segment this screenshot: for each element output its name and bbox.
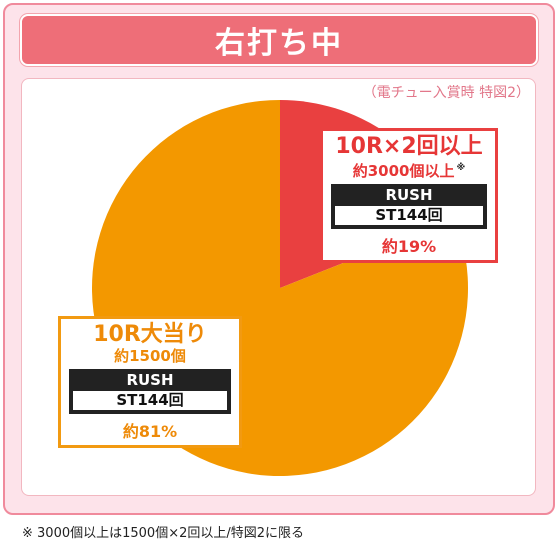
callout-sub: 約1500個 <box>114 347 186 365</box>
callout-10r: 10R大当り 約1500個 RUSH ST144回 約81% <box>58 316 242 448</box>
percent-label: 約19% <box>381 237 437 256</box>
footnote-mark: ※ <box>456 163 466 173</box>
chart-note: （電チュー入賞時 特図2） <box>362 85 530 101</box>
rush-label: RUSH <box>385 186 433 204</box>
footnote: ※ 3000個以上は1500個×2回以上/特図2に限る <box>22 526 305 541</box>
st-label: ST144回 <box>73 391 227 410</box>
callout-title: 10R×2回以上 <box>335 134 483 159</box>
callout-rush-2x: 10R×2回以上 約3000個以上 ※ RUSH ST144回 約19% <box>320 128 498 263</box>
rush-box: RUSH ST144回 <box>331 184 487 229</box>
rush-box: RUSH ST144回 <box>69 369 231 414</box>
rush-label: RUSH <box>126 371 174 389</box>
percent-label: 約81% <box>122 422 178 441</box>
callout-title: 10R大当り <box>93 322 207 347</box>
callout-sub-text: 約3000個以上 <box>352 162 455 180</box>
page-title: 右打ち中 <box>20 14 538 66</box>
st-label: ST144回 <box>335 206 483 225</box>
callout-sub: 約3000個以上 ※ <box>323 159 495 180</box>
